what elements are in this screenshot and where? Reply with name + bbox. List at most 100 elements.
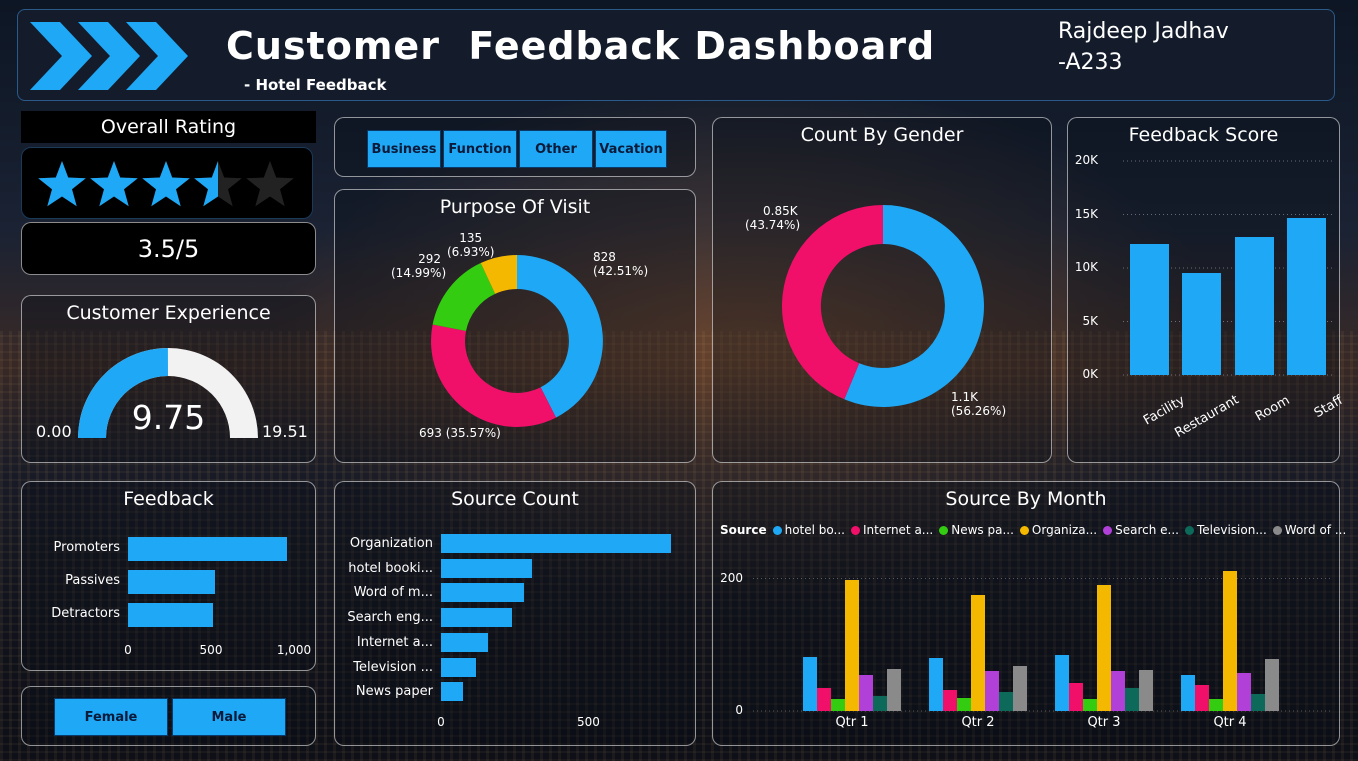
sbm-bar — [1013, 666, 1027, 711]
sbm-bar — [1125, 688, 1139, 711]
fs-ytick: 5K — [1068, 314, 1098, 328]
source-count-title: Source Count — [335, 488, 695, 510]
sbm-bar — [831, 699, 845, 711]
feedback-score-panel: Feedback Score 0K 5K 10K 15K 20K Facility Rest… — [1067, 117, 1340, 463]
gender-button-female[interactable]: Female — [54, 698, 168, 736]
star-4-icon — [194, 161, 242, 206]
sbm-bar — [1111, 671, 1125, 711]
purpose-slice-1[interactable] — [431, 325, 556, 427]
feedback-label-detractors: Detractors — [22, 606, 120, 621]
source-count-label: News paper — [335, 684, 433, 699]
sbm-bar — [929, 658, 943, 711]
legend-label: Search e... — [1115, 523, 1179, 537]
purpose-button-business[interactable]: Business — [367, 130, 441, 168]
fs-ytick: 20K — [1068, 153, 1098, 167]
purpose-label-other: 135 (6.93%) — [447, 231, 494, 259]
legend-label: Television... — [1197, 523, 1267, 537]
gender-label-female: 0.85K (43.74%) — [745, 204, 800, 232]
sbm-bar — [1083, 699, 1097, 711]
rating-value-box: 3.5/5 — [21, 222, 316, 275]
overall-rating-title: Overall Rating — [21, 111, 316, 143]
sbm-bar — [1265, 659, 1279, 711]
fs-bar-room — [1235, 237, 1274, 375]
dashboard-header: Customer Feedback Dashboard - Hotel Feed… — [17, 9, 1335, 101]
source-count-bar — [441, 682, 463, 701]
legend-title: Source — [720, 523, 767, 537]
purpose-label-function: 292 (14.99%) — [391, 252, 441, 280]
legend-label: Internet a... — [863, 523, 933, 537]
legend-item[interactable]: hotel bo... — [773, 523, 845, 537]
sbm-bar — [1055, 655, 1069, 711]
feedback-label-passives: Passives — [22, 573, 120, 588]
count-by-gender-panel: Count By Gender 1.1K (56.26%) 0.85K (43.74… — [712, 117, 1052, 463]
purpose-label-vacation: 693 (35.57%) — [419, 426, 501, 440]
sbm-xtick: Qtr 1 — [803, 715, 901, 730]
sbm-ytick: 200 — [713, 571, 743, 585]
source-count-bar — [441, 559, 532, 578]
source-count-bar — [441, 633, 488, 652]
sbm-bar — [873, 696, 887, 711]
source-count-label: Search eng... — [335, 610, 433, 625]
feedback-bar-promoters — [128, 537, 287, 561]
fs-ytick: 15K — [1068, 207, 1098, 221]
rating-value: 3.5/5 — [22, 235, 315, 263]
source-count-label: Organization — [335, 536, 433, 551]
legend-item[interactable]: Television... — [1185, 523, 1267, 537]
sbm-bar — [845, 580, 859, 711]
sbm-bar — [957, 698, 971, 711]
legend-item[interactable]: News pa... — [939, 523, 1014, 537]
purpose-button-vacation[interactable]: Vacation — [595, 130, 667, 168]
source-count-label: hotel booki... — [335, 561, 433, 576]
source-count-bar — [441, 658, 476, 677]
purpose-slicer: Business Function Other Vacation — [334, 117, 696, 177]
sbm-xtick: Qtr 3 — [1055, 715, 1153, 730]
feedback-title: Feedback — [22, 488, 315, 510]
legend-label: Word of ... — [1285, 523, 1346, 537]
fs-bar-restaurant — [1182, 273, 1221, 375]
legend-item[interactable]: Word of ... — [1273, 523, 1346, 537]
sbm-xtick: Qtr 2 — [929, 715, 1027, 730]
page-title: Customer Feedback Dashboard — [226, 24, 935, 68]
sbm-bar — [887, 669, 901, 711]
sbm-bar — [1139, 670, 1153, 711]
sbm-bar — [971, 595, 985, 711]
feedback-label-promoters: Promoters — [22, 540, 120, 555]
customer-experience-panel: Customer Experience 9.75 0.00 19.51 — [21, 295, 316, 463]
gauge-max: 19.51 — [262, 422, 308, 441]
sbm-bar — [1097, 585, 1111, 711]
source-count-label: Word of m... — [335, 585, 433, 600]
feedback-xtick: 0 — [108, 643, 148, 657]
legend-item[interactable]: Organiza... — [1020, 523, 1097, 537]
gauge-min: 0.00 — [36, 422, 72, 441]
legend-label: Organiza... — [1032, 523, 1097, 537]
feedback-bar-detractors — [128, 603, 213, 627]
star-rating-icon — [22, 148, 314, 220]
fs-bar-staff — [1287, 218, 1326, 375]
legend-dot-icon — [1103, 526, 1112, 535]
author-line-2: -A233 — [1058, 47, 1229, 78]
feedback-xtick: 1,000 — [274, 643, 314, 657]
legend-item[interactable]: Search e... — [1103, 523, 1179, 537]
source-count-xtick: 500 — [568, 715, 608, 729]
star-5-icon — [246, 161, 294, 206]
source-count-label: Television ... — [335, 660, 433, 675]
source-count-label: Internet a... — [335, 635, 433, 650]
purpose-button-function[interactable]: Function — [443, 130, 517, 168]
gender-button-male[interactable]: Male — [172, 698, 286, 736]
purpose-button-other[interactable]: Other — [519, 130, 593, 168]
fs-ytick: 0K — [1068, 367, 1098, 381]
legend-dot-icon — [851, 526, 860, 535]
sbm-bar — [1195, 685, 1209, 712]
purpose-of-visit-panel: Purpose Of Visit 828 (42.51%) 693 (35.57%… — [334, 189, 696, 463]
legend-label: hotel bo... — [785, 523, 845, 537]
sbm-ytick: 0 — [713, 703, 743, 717]
legend-item[interactable]: Internet a... — [851, 523, 933, 537]
source-count-bar — [441, 534, 671, 553]
source-count-bar — [441, 608, 512, 627]
sbm-xtick: Qtr 4 — [1181, 715, 1279, 730]
feedback-xtick: 500 — [191, 643, 231, 657]
sbm-bar — [859, 675, 873, 711]
sbm-bar — [985, 671, 999, 711]
purpose-label-business: 828 (42.51%) — [593, 250, 648, 278]
chevrons-logo-icon — [30, 18, 200, 94]
